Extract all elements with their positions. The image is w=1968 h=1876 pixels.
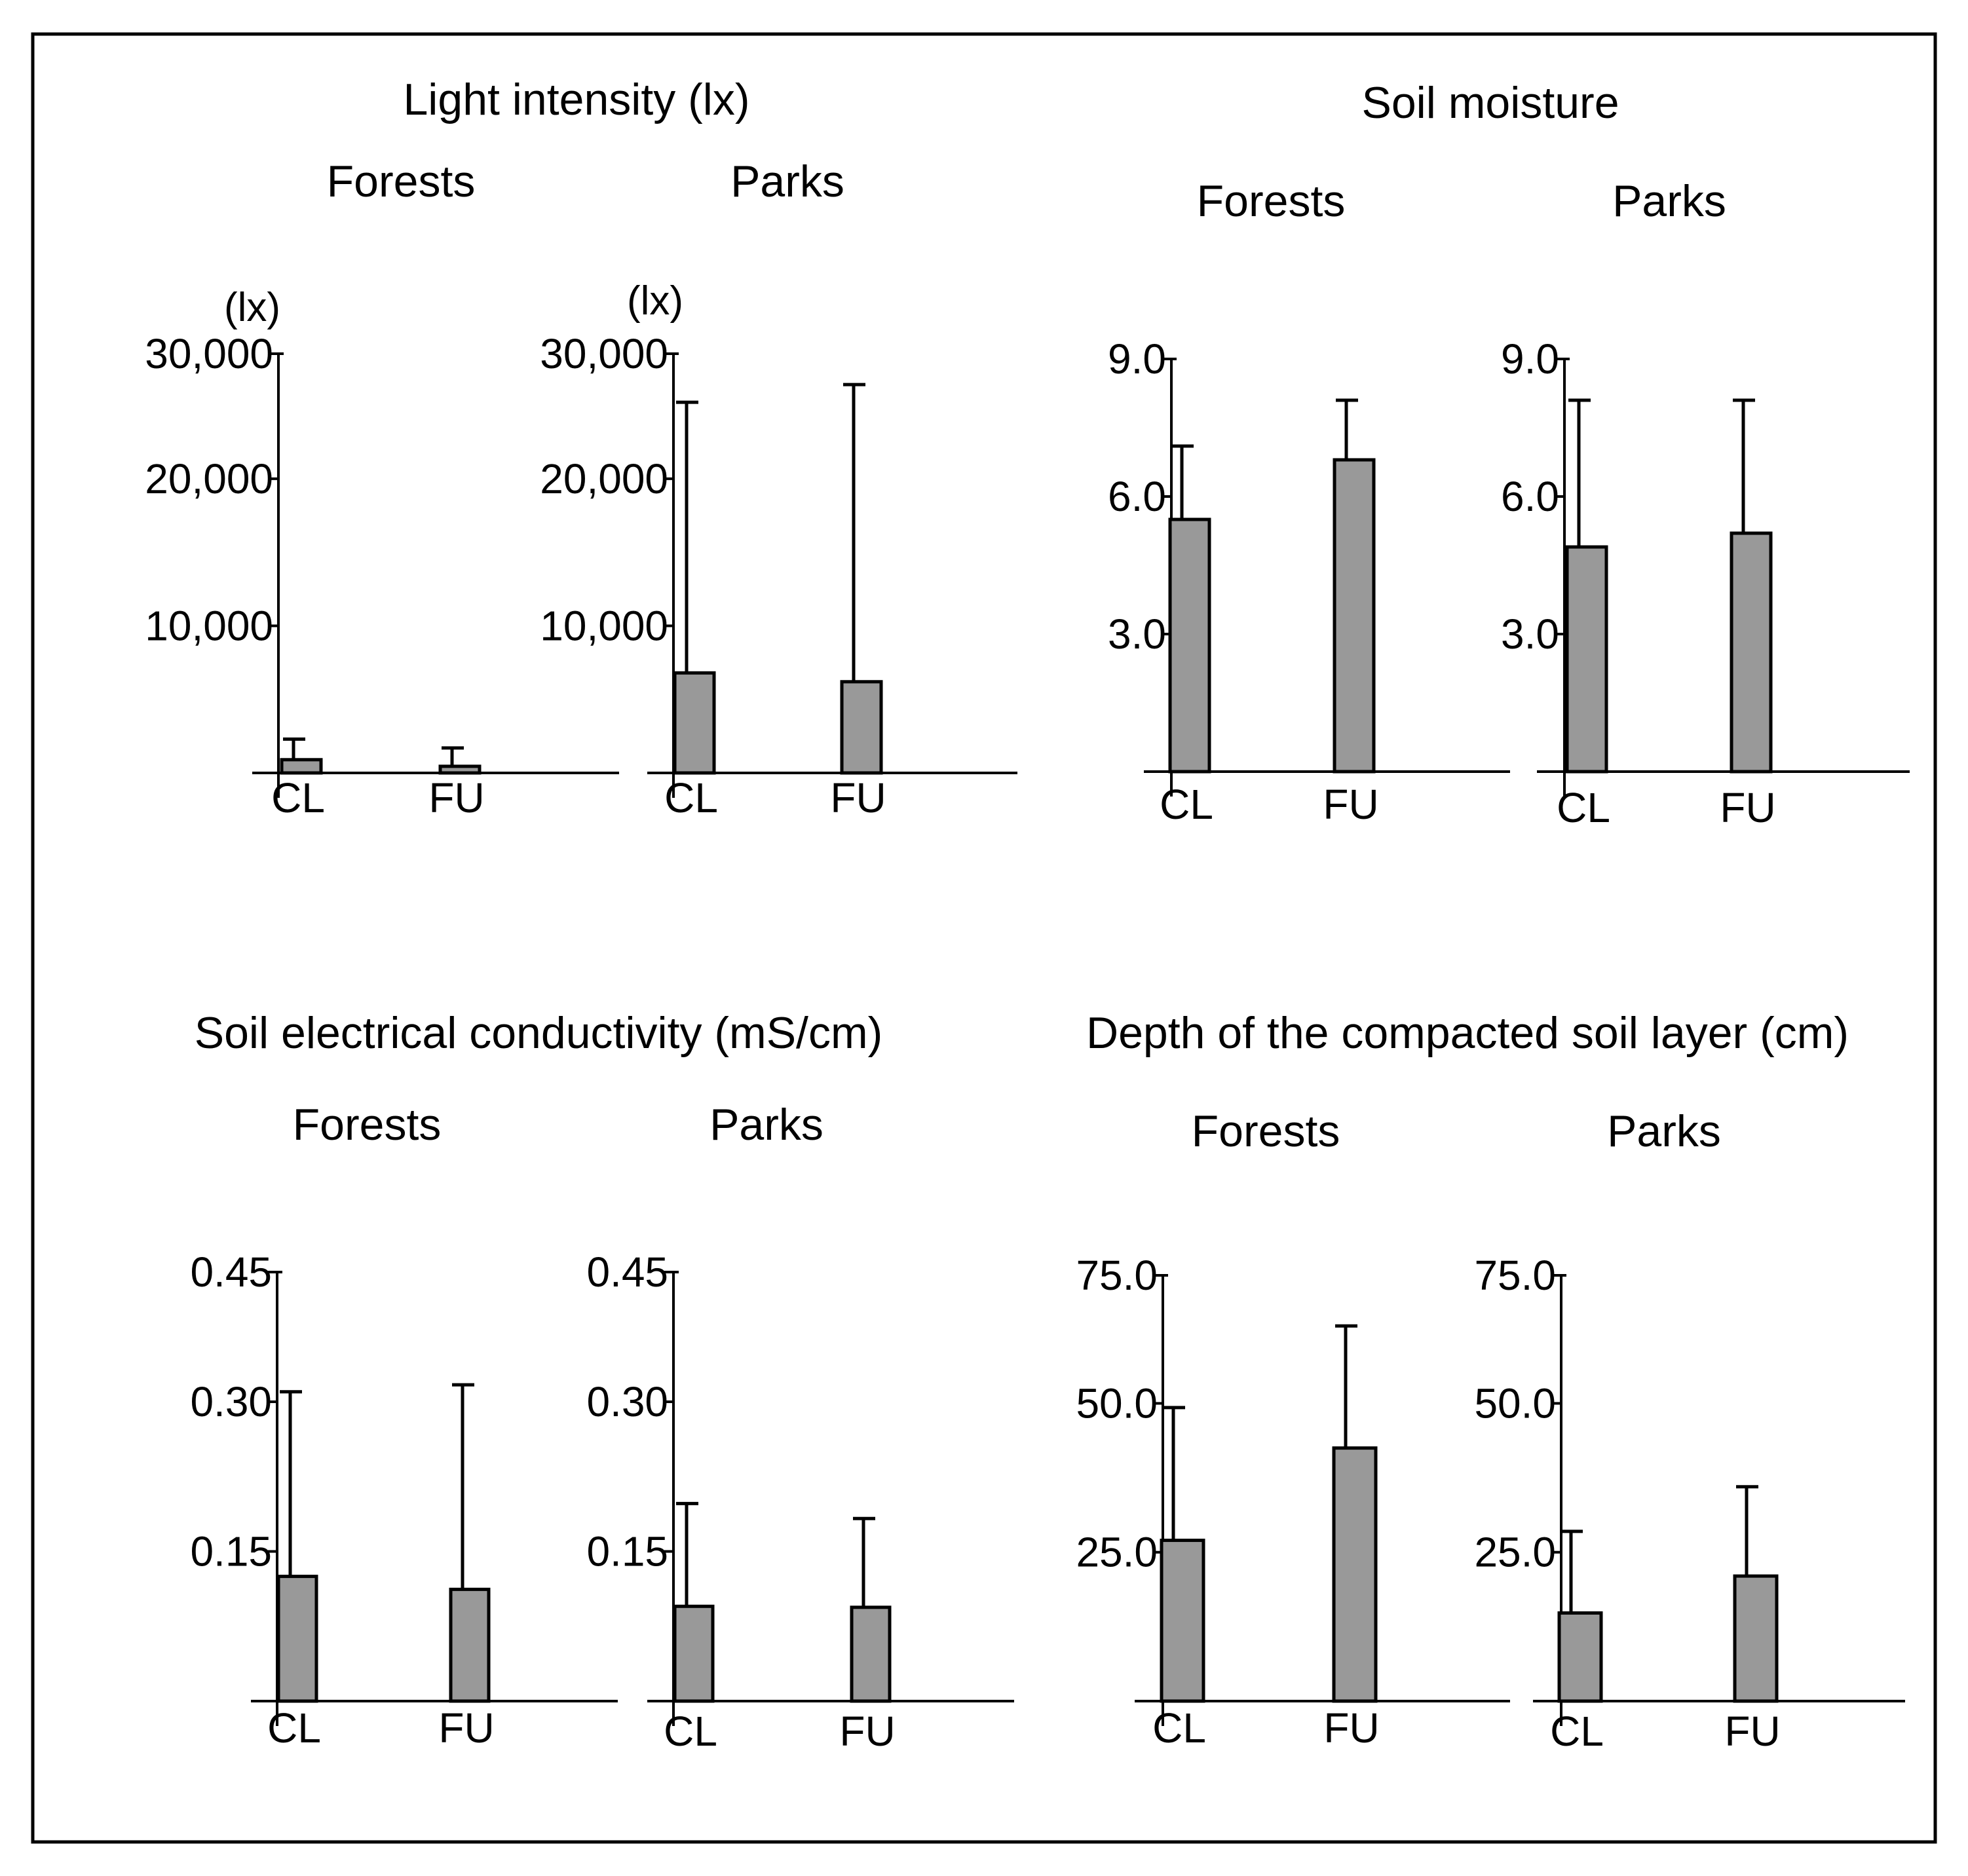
subplot-title: Parks [730,157,844,206]
panel-title-compacted-layer: Depth of the compacted soil layer (cm) [1086,1008,1849,1058]
panel-title-soil-conductivity: Soil electrical conductivity (mS/cm) [195,1008,882,1058]
y-tick-label: 10,000 [540,602,668,649]
x-category-label-fu: FU [839,1708,895,1755]
bar-cl [1160,1539,1205,1703]
bar-fu [1730,531,1773,774]
bar-cl [1565,545,1608,774]
y-tick-label: 30,000 [145,330,273,377]
bar-cl [1168,517,1211,774]
bar-cl [1557,1611,1603,1703]
bar-fu [1733,1574,1779,1703]
y-tick-label: 9.0 [1501,335,1559,383]
subplot-1: Parks (lx) 10,000 20,000 30,000 CL FU [540,157,1017,821]
x-category-label-cl: CL [1152,1704,1206,1752]
subplot-title: Parks [710,1100,823,1150]
y-axis-unit-label: (lx) [224,285,280,330]
subplot-5: Parks 0.15 0.30 0.45 CL FU [586,1100,1014,1755]
y-tick-label: 25.0 [1076,1529,1158,1576]
subplot-2: Forests 3.0 6.0 9.0 CL FU [1108,176,1510,828]
y-tick-label: 3.0 [1501,610,1559,658]
y-tick-label: 0.30 [586,1378,668,1425]
subplot-4: Forests 0.15 0.30 0.45 CL FU [190,1100,618,1752]
y-tick-label: 3.0 [1108,610,1166,658]
x-category-label-fu: FU [438,1704,494,1752]
y-tick-label: 0.30 [190,1378,272,1425]
bar-fu [449,1587,491,1703]
y-tick-label: 6.0 [1108,473,1166,520]
bar-cl [673,1604,715,1703]
subplot-title: Parks [1612,176,1726,226]
y-tick-label: 0.15 [190,1528,272,1575]
bar-fu [840,680,883,775]
x-category-label-fu: FU [1724,1708,1780,1755]
panel-title-soil-moisture: Soil moisture [1361,78,1619,128]
x-category-label-cl: CL [271,774,325,821]
bar-fu [1332,1446,1378,1703]
y-tick-label: 75.0 [1076,1252,1158,1299]
y-tick-label: 75.0 [1474,1252,1556,1299]
figure-frame [31,32,1937,1844]
subplot-6: Forests 25.0 50.0 75.0 CL FU [1076,1106,1510,1752]
y-axis-unit-label: (lx) [627,278,683,324]
y-tick-label: 0.45 [586,1248,668,1296]
x-category-label-fu: FU [428,774,484,821]
y-tick-label: 50.0 [1474,1379,1556,1427]
subplot-title: Forests [293,1100,442,1150]
subplot-title: Forests [327,157,476,206]
x-category-label-cl: CL [267,1704,321,1752]
x-category-label-fu: FU [1323,781,1378,828]
y-tick-label: 0.45 [190,1248,272,1296]
bar-cl [280,758,323,775]
bar-fu [438,764,482,775]
subplot-7: Parks 25.0 50.0 75.0 CL FU [1474,1106,1905,1755]
x-category-label-cl: CL [1550,1708,1604,1755]
y-tick-label: 30,000 [540,330,668,377]
x-category-label-fu: FU [830,774,886,821]
subplot-3: Parks 3.0 6.0 9.0 CL FU [1501,176,1910,831]
x-category-label-cl: CL [1160,781,1213,828]
subplot-title: Parks [1607,1106,1721,1156]
y-tick-label: 10,000 [145,602,273,649]
x-category-label-fu: FU [1720,784,1775,831]
x-category-label-cl: CL [1557,784,1610,831]
x-category-label-fu: FU [1323,1704,1379,1752]
y-tick-label: 6.0 [1501,473,1559,520]
bar-cl [276,1575,318,1703]
y-tick-label: 20,000 [145,455,273,502]
chart-area: Forests (lx) 10,000 20,000 30,000 CL FU Parks (l… [145,157,1910,1755]
y-tick-label: 25.0 [1474,1529,1556,1576]
x-category-label-cl: CL [664,1708,717,1755]
subplot-title: Forests [1192,1106,1340,1156]
subplot-title: Forests [1197,176,1346,226]
x-category-label-cl: CL [664,774,718,821]
y-tick-label: 0.15 [586,1528,668,1575]
y-tick-label: 20,000 [540,455,668,502]
panel-title-light-intensity: Light intensity (lx) [403,75,749,124]
bar-fu [850,1605,892,1703]
y-tick-label: 9.0 [1108,335,1166,383]
subplot-0: Forests (lx) 10,000 20,000 30,000 CL FU [145,157,619,821]
bar-cl [673,671,716,775]
y-tick-label: 50.0 [1076,1379,1158,1427]
bar-fu [1333,458,1376,774]
